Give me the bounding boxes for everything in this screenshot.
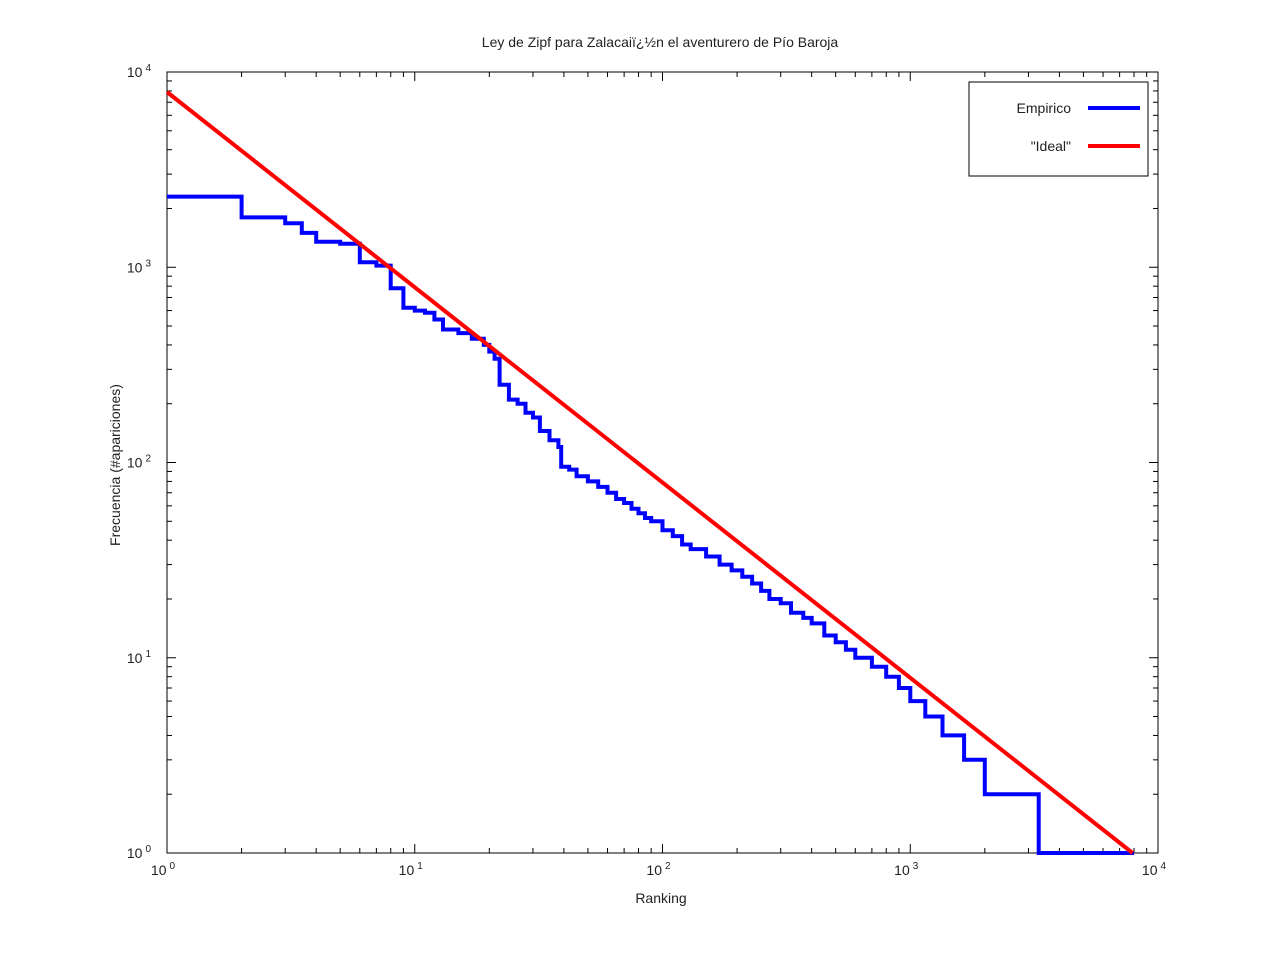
x-tick-label-exponent: 1 [417,861,423,872]
series-line-ideal [165,90,1134,855]
y-tick-label: 10 3 [127,258,152,275]
x-tick-label-exponent: 3 [913,861,919,872]
series-line-empirico [167,194,1134,855]
y-tick-label-base: 10 [127,650,143,666]
y-tick-label-base: 10 [127,845,143,861]
y-tick-label: 10 2 [127,454,152,471]
x-tick-label-base: 10 [399,862,415,878]
y-tick-label-exponent: 3 [145,258,151,269]
y-tick-label-exponent: 1 [145,649,151,660]
y-tick-label: 10 4 [127,63,152,80]
legend-label-empirico: Empirico [1017,100,1072,116]
x-tick-label: 10 2 [646,861,671,878]
x-tick-label-base: 10 [1142,862,1158,878]
x-tick-label: 10 1 [399,861,424,878]
x-tick-label-exponent: 2 [665,861,671,872]
x-tick-label: 10 3 [894,861,919,878]
y-tick-label-exponent: 0 [145,844,151,855]
plot-area-frame [166,71,1159,854]
x-tick-label-base: 10 [894,862,910,878]
x-tick-label: 10 0 [151,861,176,878]
x-tick-label-exponent: 0 [170,861,176,872]
series-layer [165,90,1134,855]
legend-label-ideal: "Ideal" [1031,138,1071,154]
y-axis-label: Frecuencia (#apariciones) [107,384,123,546]
y-tick-label: 10 0 [127,844,152,861]
y-tick-label: 10 1 [127,649,152,666]
chart-title: Ley de Zipf para Zalacaiï¿½n el aventure… [482,34,839,50]
x-tick-label-exponent: 4 [1161,861,1167,872]
tick-label-layer: 10 0 10 1 10 2 10 3 10 410 010 110 210 310 4 [127,63,1167,878]
x-tick-label: 10 4 [1142,861,1167,878]
x-axis-label: Ranking [635,890,686,906]
legend: Empirico "Ideal" [968,81,1149,177]
legend-box [968,81,1149,177]
y-tick-label-exponent: 4 [145,63,151,74]
y-tick-label-base: 10 [127,64,143,80]
x-tick-label-base: 10 [151,862,167,878]
y-tick-label-exponent: 2 [145,454,151,465]
y-tick-label-base: 10 [127,455,143,471]
y-tick-label-base: 10 [127,259,143,275]
x-tick-label-base: 10 [646,862,662,878]
